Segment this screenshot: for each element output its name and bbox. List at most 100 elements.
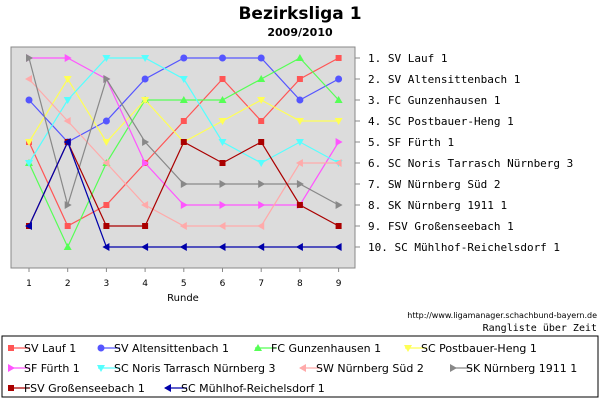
data-point bbox=[141, 55, 150, 62]
rank-label: 8. SK Nürnberg 1911 1 bbox=[368, 199, 507, 212]
data-point bbox=[295, 118, 304, 125]
data-point bbox=[63, 138, 71, 146]
data-point bbox=[180, 118, 187, 124]
data-point bbox=[218, 96, 227, 103]
footer-caption: Rangliste über Zeit bbox=[483, 323, 597, 334]
rank-label: 6. SC Noris Tarrasch Nürnberg 3 bbox=[368, 157, 573, 170]
data-point bbox=[25, 75, 32, 83]
legend-item: SV Altensittenbach 1 bbox=[97, 342, 229, 355]
legend-marker bbox=[450, 364, 457, 372]
data-point bbox=[334, 118, 343, 125]
legend-label: SC Mühlhof-Reichelsdorf 1 bbox=[181, 382, 325, 395]
data-point bbox=[258, 180, 266, 188]
series-layer bbox=[25, 54, 343, 251]
legend-marker bbox=[97, 344, 105, 352]
x-tick-label: 4 bbox=[142, 279, 148, 289]
data-point bbox=[219, 201, 227, 209]
data-point bbox=[102, 139, 111, 146]
x-tick-label: 8 bbox=[297, 279, 303, 289]
data-point bbox=[295, 243, 303, 251]
rank-labels: 1. SV Lauf 1 2. SV Altensittenbach 1 3. FC… bbox=[354, 47, 573, 268]
legend-item: SC Mühlhof-Reichelsdorf 1 bbox=[164, 382, 325, 395]
legend-label: SC Postbauer-Heng 1 bbox=[421, 342, 537, 355]
data-point bbox=[296, 96, 304, 104]
data-point bbox=[335, 55, 342, 61]
data-point bbox=[63, 76, 72, 83]
data-point bbox=[64, 54, 72, 62]
data-point bbox=[219, 160, 226, 166]
data-point bbox=[180, 180, 188, 188]
legend-item: SW Nürnberg Süd 2 bbox=[299, 362, 424, 375]
data-point bbox=[257, 54, 265, 62]
data-point bbox=[63, 97, 72, 104]
data-point bbox=[142, 159, 150, 167]
data-point bbox=[25, 139, 33, 146]
data-point bbox=[25, 160, 33, 167]
plot-area bbox=[10, 46, 356, 269]
legend-item: FSV Großenseebach 1 bbox=[8, 382, 145, 395]
data-point bbox=[179, 243, 187, 251]
data-point bbox=[295, 54, 304, 61]
data-point bbox=[295, 139, 304, 146]
legend-item: SC Noris Tarrasch Nürnberg 3 bbox=[97, 362, 275, 375]
data-point bbox=[335, 138, 343, 146]
legend-marker bbox=[8, 385, 14, 391]
data-point bbox=[102, 243, 110, 251]
legend-label: SC Noris Tarrasch Nürnberg 3 bbox=[114, 362, 275, 375]
rank-label: 3. FC Gunzenhausen 1 bbox=[368, 94, 500, 107]
data-point bbox=[335, 223, 342, 229]
x-tick-label: 5 bbox=[181, 279, 187, 289]
data-point bbox=[219, 180, 227, 188]
data-point bbox=[218, 118, 227, 125]
legend-item: SK Nürnberg 1911 1 bbox=[450, 362, 577, 375]
data-point bbox=[180, 54, 188, 62]
data-point bbox=[335, 201, 343, 209]
data-point bbox=[103, 202, 110, 208]
data-point bbox=[335, 75, 343, 83]
data-point bbox=[179, 96, 188, 103]
rank-label: 1. SV Lauf 1 bbox=[368, 52, 447, 65]
data-point bbox=[102, 117, 110, 125]
series-3 bbox=[25, 54, 343, 250]
data-point bbox=[142, 223, 149, 229]
footer-url[interactable]: http://www.ligamanager.schachbund-bayern… bbox=[407, 311, 597, 320]
data-point bbox=[296, 202, 303, 208]
x-tick-label: 6 bbox=[220, 279, 226, 289]
rank-label: 7. SW Nürnberg Süd 2 bbox=[368, 178, 500, 191]
data-point bbox=[179, 76, 188, 83]
data-point bbox=[258, 201, 266, 209]
data-point bbox=[142, 138, 150, 146]
x-tick-label: 2 bbox=[65, 279, 71, 289]
data-point bbox=[141, 75, 149, 83]
rank-label: 2. SV Altensittenbach 1 bbox=[368, 73, 520, 86]
legend-marker bbox=[8, 345, 14, 351]
data-point bbox=[141, 201, 149, 209]
data-point bbox=[334, 96, 343, 103]
data-point bbox=[218, 139, 227, 146]
data-point bbox=[63, 243, 72, 250]
data-point bbox=[296, 180, 304, 188]
rank-label: 9. FSV Großenseebach 1 bbox=[368, 220, 514, 233]
chart-title: Bezirksliga 1 bbox=[238, 4, 361, 24]
data-point bbox=[334, 243, 342, 251]
rank-label: 4. SC Postbauer-Heng 1 bbox=[368, 115, 514, 128]
data-point bbox=[334, 159, 342, 167]
data-point bbox=[103, 223, 110, 229]
legend-marker bbox=[299, 364, 306, 372]
chart-subtitle: 2009/2010 bbox=[267, 26, 333, 39]
x-tick-label: 1 bbox=[26, 279, 32, 289]
data-point bbox=[218, 243, 226, 251]
data-point bbox=[258, 118, 265, 124]
data-point bbox=[218, 222, 226, 230]
x-tick-label: 7 bbox=[258, 279, 264, 289]
legend-marker bbox=[164, 384, 171, 392]
legend-label: SK Nürnberg 1911 1 bbox=[466, 362, 577, 375]
x-tick-label: 3 bbox=[104, 279, 110, 289]
data-point bbox=[102, 55, 111, 62]
legend-item: SV Lauf 1 bbox=[8, 342, 76, 355]
legend-label: SV Lauf 1 bbox=[24, 342, 76, 355]
series-6 bbox=[25, 55, 343, 167]
legend-marker bbox=[254, 344, 262, 351]
data-point bbox=[180, 201, 188, 209]
data-point bbox=[102, 159, 110, 167]
